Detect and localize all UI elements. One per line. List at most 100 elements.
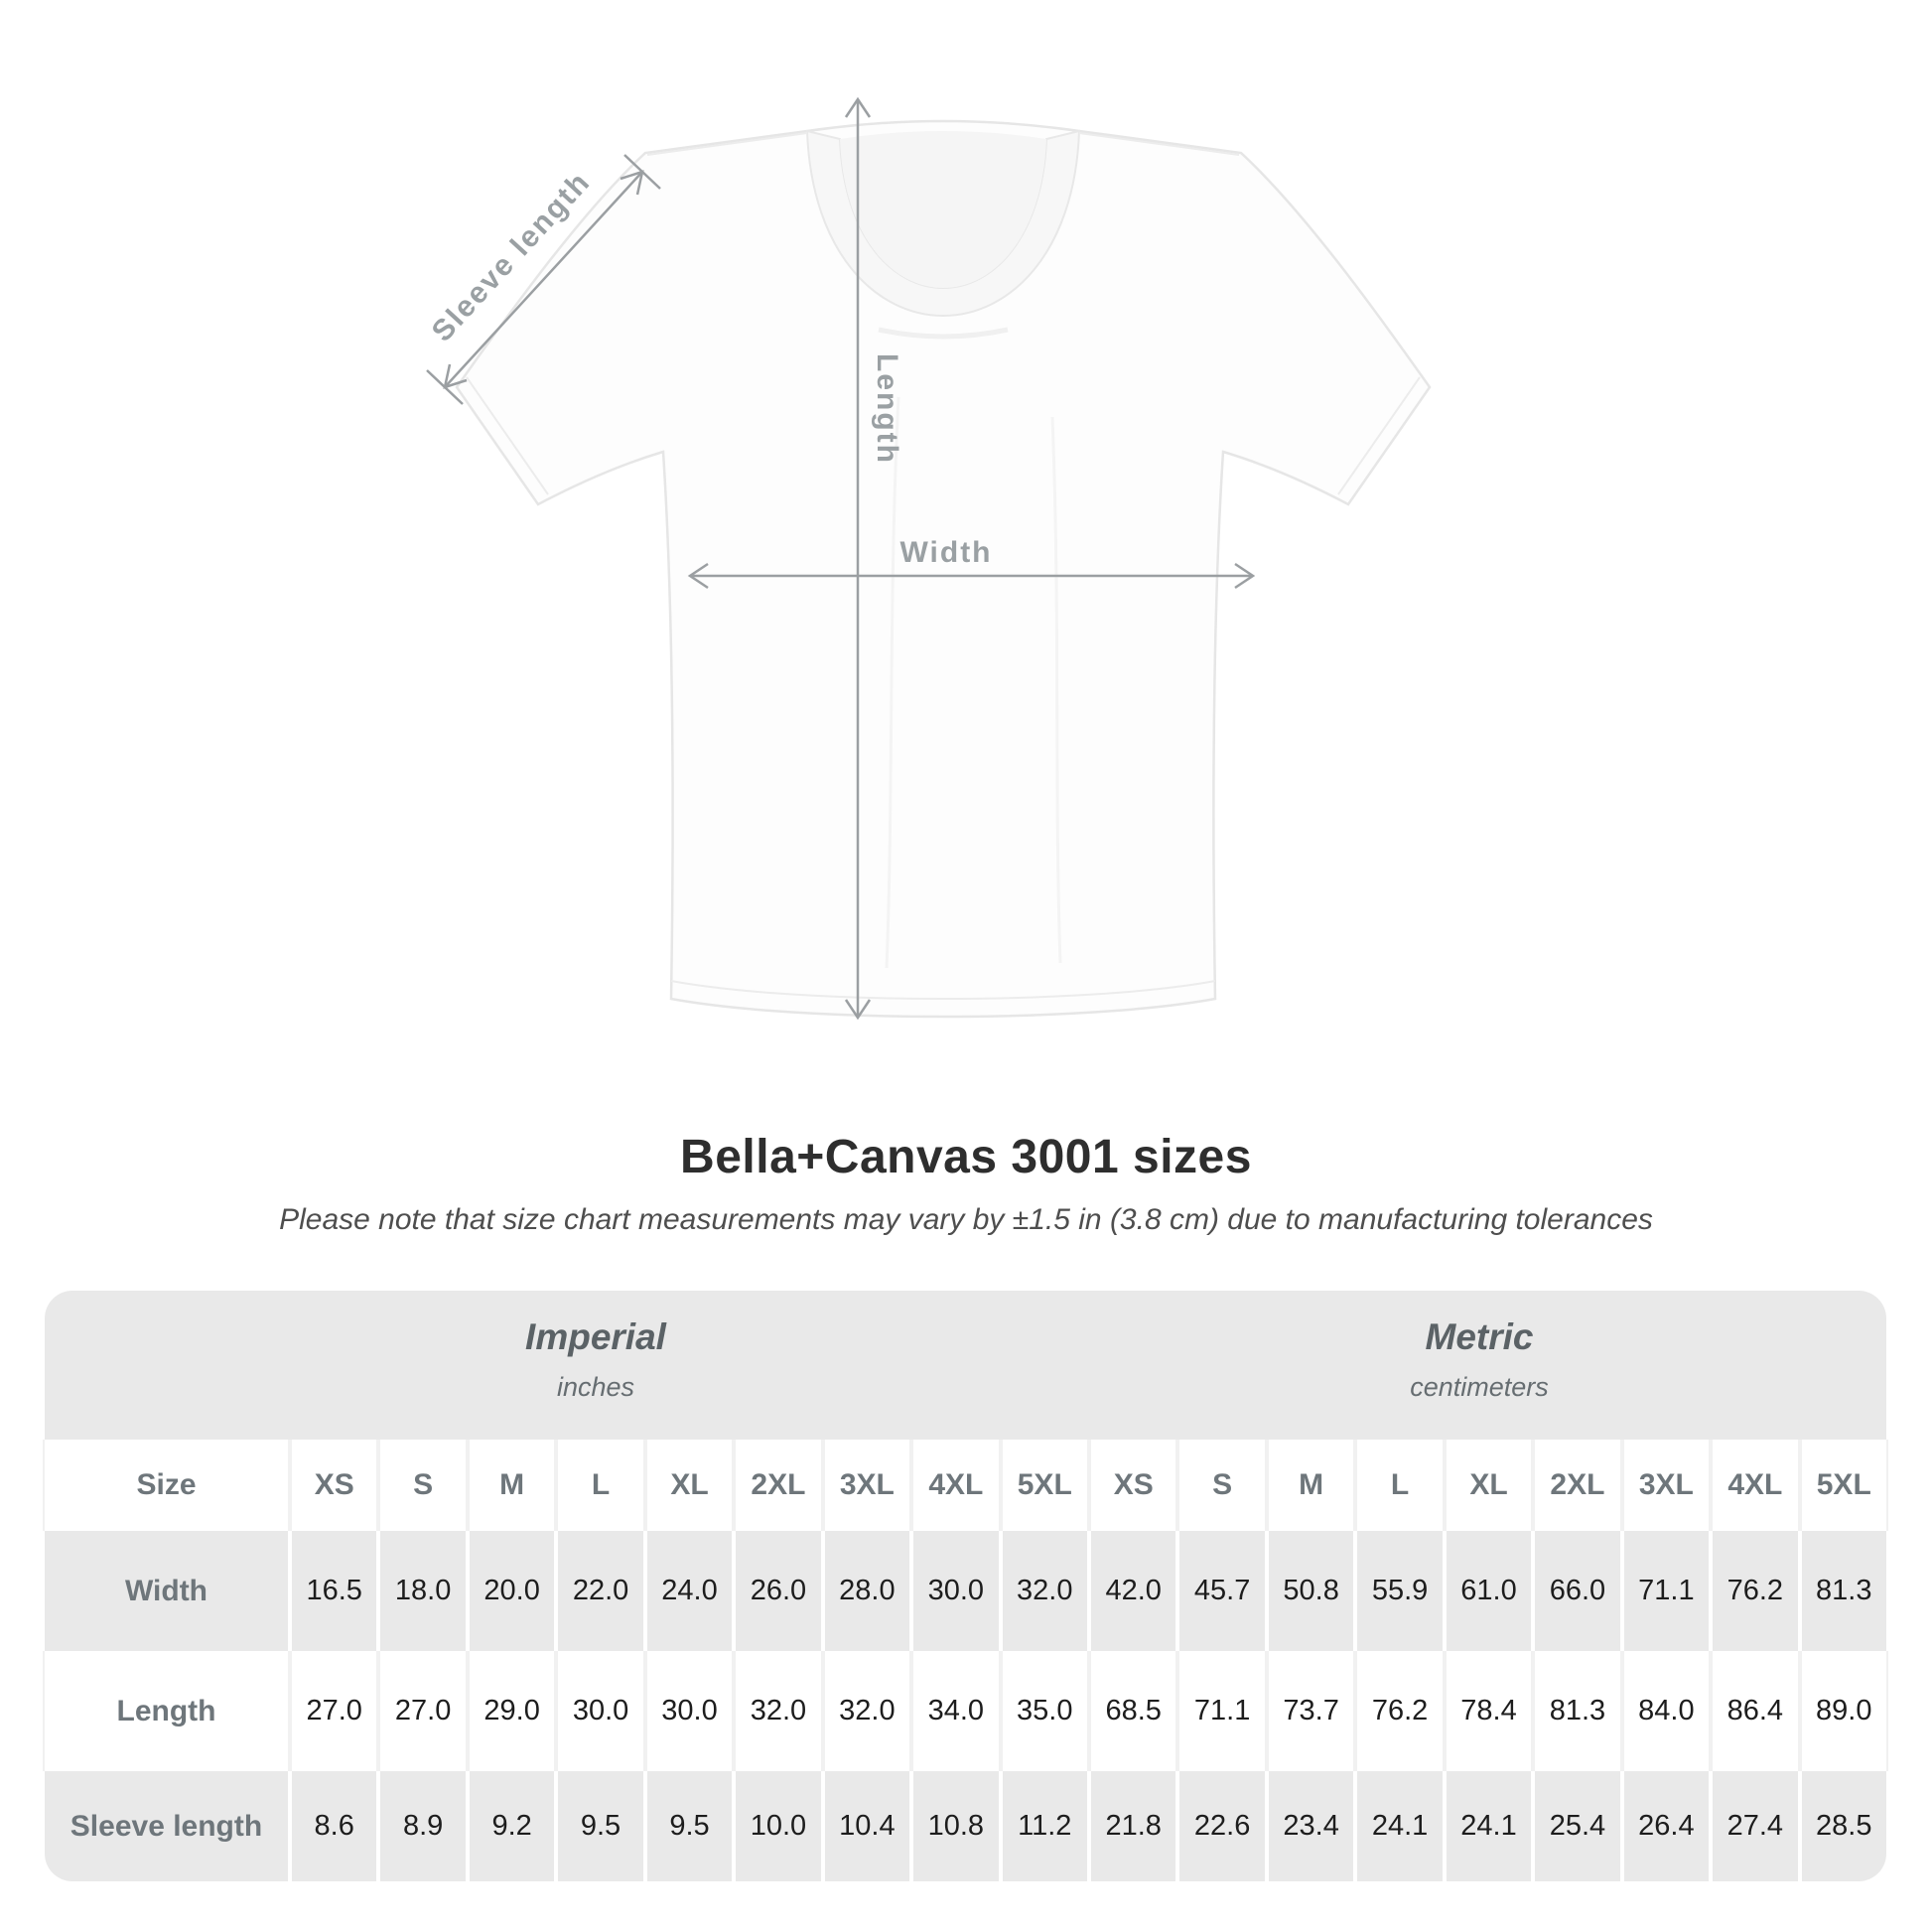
size-col-header-metric: XL xyxy=(1446,1440,1532,1531)
size-col-header-imperial: XL xyxy=(646,1440,733,1531)
size-col-header-imperial: S xyxy=(380,1440,466,1531)
width-arrowhead-left xyxy=(687,562,709,590)
unit-group-imperial: Imperial inches xyxy=(525,1316,666,1403)
value-cell-metric: 42.0 xyxy=(1090,1531,1176,1651)
value-cell-metric: 76.2 xyxy=(1713,1531,1798,1651)
value-cell-metric: 61.0 xyxy=(1446,1531,1532,1651)
imperial-subtitle: inches xyxy=(556,1372,635,1402)
size-col-header-imperial: 3XL xyxy=(824,1440,910,1531)
size-table: Imperial inches Metric centimeters Size X… xyxy=(45,1291,1886,1881)
row-label: Length xyxy=(45,1651,288,1771)
imperial-title: Imperial xyxy=(525,1316,666,1357)
row-label: Sleeve length xyxy=(45,1771,288,1881)
size-col-header-imperial: 5XL xyxy=(1002,1440,1087,1531)
value-cell-metric: 24.1 xyxy=(1357,1771,1443,1881)
size-col-header-imperial: 4XL xyxy=(913,1440,999,1531)
value-cell-metric: 22.6 xyxy=(1179,1771,1265,1881)
length-arrowhead-bottom xyxy=(844,999,872,1021)
size-col-header-imperial: 2XL xyxy=(736,1440,821,1531)
value-cell-imperial: 10.0 xyxy=(736,1771,821,1881)
value-cell-imperial: 32.0 xyxy=(1002,1531,1087,1651)
value-cell-imperial: 24.0 xyxy=(646,1531,733,1651)
metric-subtitle: centimeters xyxy=(1410,1372,1549,1402)
value-cell-metric: 68.5 xyxy=(1090,1651,1176,1771)
value-cell-metric: 81.3 xyxy=(1535,1651,1620,1771)
value-cell-imperial: 8.9 xyxy=(380,1771,466,1881)
size-col-header-metric: L xyxy=(1357,1440,1443,1531)
width-label: Width xyxy=(899,536,992,569)
value-cell-imperial: 8.6 xyxy=(292,1771,377,1881)
length-label: Length xyxy=(871,353,903,465)
row-label: Width xyxy=(45,1531,288,1651)
length-arrowhead-top xyxy=(844,96,872,118)
value-cell-imperial: 22.0 xyxy=(558,1531,643,1651)
value-cell-imperial: 18.0 xyxy=(380,1531,466,1651)
sleeve-annotation xyxy=(426,154,661,405)
unit-group-metric: Metric centimeters xyxy=(1410,1316,1549,1403)
size-col-header-imperial: L xyxy=(558,1440,643,1531)
metric-title: Metric xyxy=(1425,1316,1534,1357)
value-cell-metric: 84.0 xyxy=(1623,1651,1710,1771)
value-cell-imperial: 30.0 xyxy=(913,1531,999,1651)
value-cell-imperial: 34.0 xyxy=(913,1651,999,1771)
bottom-hem-seam xyxy=(670,980,1216,1000)
sleeve-arrow-line xyxy=(444,171,643,388)
page-subtitle: Please note that size chart measurements… xyxy=(279,1203,1653,1236)
value-cell-metric: 45.7 xyxy=(1179,1531,1265,1651)
size-col-header-imperial: M xyxy=(469,1440,555,1531)
tshirt-outline xyxy=(455,119,1432,1019)
value-cell-imperial: 9.5 xyxy=(646,1771,733,1881)
wrinkle-line xyxy=(885,396,900,969)
value-cell-metric: 71.1 xyxy=(1623,1531,1710,1651)
value-cell-metric: 89.0 xyxy=(1801,1651,1886,1771)
size-col-header-metric: S xyxy=(1179,1440,1265,1531)
value-cell-imperial: 27.0 xyxy=(292,1651,377,1771)
value-cell-metric: 71.1 xyxy=(1179,1651,1265,1771)
value-cell-imperial: 10.8 xyxy=(913,1771,999,1881)
value-cell-imperial: 26.0 xyxy=(736,1531,821,1651)
value-cell-imperial: 32.0 xyxy=(736,1651,821,1771)
page-title: Bella+Canvas 3001 sizes xyxy=(680,1131,1252,1183)
value-cell-imperial: 30.0 xyxy=(646,1651,733,1771)
value-cell-imperial: 35.0 xyxy=(1002,1651,1087,1771)
sleeve-hem-right xyxy=(1337,376,1421,495)
value-cell-metric: 73.7 xyxy=(1268,1651,1354,1771)
size-col-header-metric: 5XL xyxy=(1801,1440,1886,1531)
value-cell-metric: 76.2 xyxy=(1357,1651,1443,1771)
units-header: Imperial inches Metric centimeters xyxy=(45,1291,1886,1440)
value-cell-imperial: 11.2 xyxy=(1002,1771,1087,1881)
sleeve-tick-top xyxy=(623,154,661,190)
value-cell-imperial: 28.0 xyxy=(824,1531,910,1651)
size-col-header-metric: 4XL xyxy=(1713,1440,1798,1531)
size-col-header-metric: 2XL xyxy=(1535,1440,1620,1531)
width-arrowhead-right xyxy=(1234,562,1256,590)
value-cell-metric: 21.8 xyxy=(1090,1771,1176,1881)
value-cell-metric: 23.4 xyxy=(1268,1771,1354,1881)
length-annotation xyxy=(844,96,872,1021)
value-cell-metric: 28.5 xyxy=(1801,1771,1886,1881)
sleeve-tick-bottom xyxy=(426,369,464,405)
value-cell-imperial: 9.5 xyxy=(558,1771,643,1881)
width-annotation xyxy=(687,562,1256,590)
value-cell-imperial: 9.2 xyxy=(469,1771,555,1881)
value-cell-metric: 24.1 xyxy=(1446,1771,1532,1881)
value-cell-imperial: 20.0 xyxy=(469,1531,555,1651)
value-cell-metric: 25.4 xyxy=(1535,1771,1620,1881)
value-cell-metric: 81.3 xyxy=(1801,1531,1886,1651)
value-cell-metric: 78.4 xyxy=(1446,1651,1532,1771)
size-col-header-metric: M xyxy=(1268,1440,1354,1531)
value-cell-metric: 86.4 xyxy=(1713,1651,1798,1771)
value-cell-metric: 50.8 xyxy=(1268,1531,1354,1651)
value-cell-imperial: 32.0 xyxy=(824,1651,910,1771)
tshirt-diagram: Length Width Sleeve length xyxy=(426,96,1432,1021)
value-cell-imperial: 10.4 xyxy=(824,1771,910,1881)
size-col-header-metric: 3XL xyxy=(1623,1440,1710,1531)
collar-opening xyxy=(840,131,1046,288)
collar-shadow xyxy=(878,327,1009,340)
shoulder-seam-right xyxy=(1078,132,1240,156)
shoulder-seam-left xyxy=(646,132,808,156)
sleeve-hem-left xyxy=(466,376,549,495)
value-cell-imperial: 27.0 xyxy=(380,1651,466,1771)
value-cell-metric: 55.9 xyxy=(1357,1531,1443,1651)
value-cell-metric: 66.0 xyxy=(1535,1531,1620,1651)
